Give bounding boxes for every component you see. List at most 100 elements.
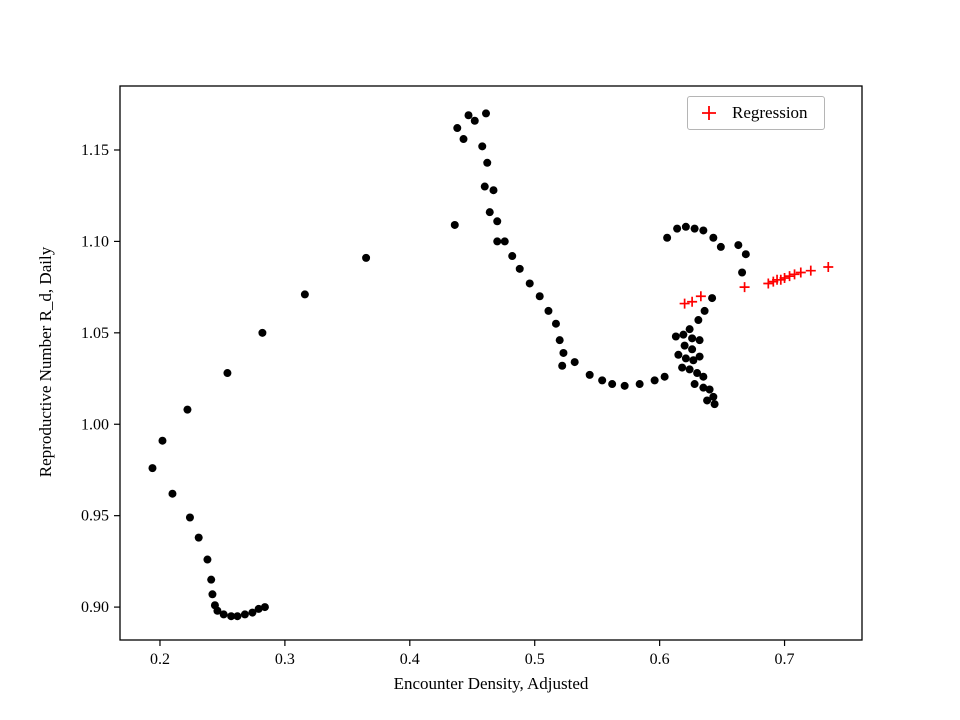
data-point bbox=[678, 363, 687, 372]
data-point bbox=[673, 224, 682, 233]
regression-point bbox=[784, 271, 795, 282]
x-tick-label: 0.5 bbox=[525, 651, 545, 668]
data-point bbox=[183, 405, 192, 414]
data-point bbox=[450, 220, 459, 229]
data-point bbox=[559, 348, 568, 357]
data-point bbox=[194, 533, 203, 542]
data-point bbox=[690, 380, 699, 389]
regression-point bbox=[789, 269, 800, 280]
data-point bbox=[709, 392, 718, 401]
data-point bbox=[699, 226, 708, 235]
x-tick-label: 0.2 bbox=[150, 651, 170, 668]
data-point bbox=[688, 345, 697, 354]
data-point bbox=[300, 290, 309, 299]
data-point bbox=[663, 233, 672, 242]
data-point bbox=[679, 330, 688, 339]
data-point bbox=[685, 365, 694, 374]
data-point bbox=[515, 264, 524, 273]
data-point bbox=[694, 316, 703, 325]
axes-frame bbox=[119, 85, 863, 641]
data-point bbox=[483, 158, 492, 167]
data-point bbox=[741, 250, 750, 259]
x-tick-label: 0.7 bbox=[775, 651, 795, 668]
y-tick-label: 1.15 bbox=[81, 142, 109, 159]
regression-point bbox=[679, 298, 690, 309]
data-point bbox=[716, 242, 725, 251]
y-tick-label: 0.90 bbox=[81, 599, 109, 616]
data-point bbox=[258, 328, 267, 337]
data-point bbox=[482, 109, 491, 118]
data-point bbox=[685, 325, 694, 334]
data-point bbox=[738, 268, 747, 277]
data-point bbox=[688, 334, 697, 343]
data-point bbox=[148, 464, 157, 473]
data-point bbox=[681, 354, 690, 363]
y-tick-label: 1.00 bbox=[81, 416, 109, 433]
data-point bbox=[699, 372, 708, 381]
data-point bbox=[693, 369, 702, 378]
data-point bbox=[464, 111, 473, 120]
data-point bbox=[208, 590, 217, 599]
data-point bbox=[489, 186, 498, 195]
data-point bbox=[362, 253, 371, 262]
data-point bbox=[635, 380, 644, 389]
data-point bbox=[708, 294, 717, 303]
data-point bbox=[485, 208, 494, 217]
y-tick-label: 1.05 bbox=[81, 325, 109, 342]
data-point bbox=[544, 306, 553, 315]
data-point bbox=[168, 489, 177, 498]
data-point bbox=[493, 217, 502, 226]
data-point bbox=[620, 381, 629, 390]
data-point bbox=[671, 332, 680, 341]
data-point bbox=[700, 306, 709, 315]
data-point bbox=[570, 358, 579, 367]
data-point bbox=[493, 237, 502, 246]
data-point bbox=[689, 356, 698, 365]
data-point bbox=[500, 237, 509, 246]
data-point bbox=[690, 224, 699, 233]
data-point bbox=[227, 612, 236, 621]
x-tick-label: 0.3 bbox=[275, 651, 295, 668]
data-point bbox=[650, 376, 659, 385]
data-point bbox=[254, 604, 263, 613]
data-point bbox=[695, 336, 704, 345]
y-tick-label: 1.10 bbox=[81, 233, 109, 250]
data-point bbox=[219, 610, 228, 619]
legend-entry-label: Regression bbox=[732, 103, 808, 122]
data-point bbox=[551, 319, 560, 328]
data-point bbox=[585, 370, 594, 379]
regression-point bbox=[739, 282, 750, 293]
data-point bbox=[598, 376, 607, 385]
data-point bbox=[535, 292, 544, 301]
data-point bbox=[674, 350, 683, 359]
regression-point bbox=[779, 272, 790, 283]
data-point bbox=[478, 142, 487, 151]
data-point bbox=[680, 341, 689, 350]
data-point bbox=[555, 336, 564, 345]
data-point bbox=[705, 385, 714, 394]
regression-point bbox=[805, 265, 816, 276]
data-point bbox=[260, 603, 269, 612]
data-point bbox=[470, 116, 479, 125]
data-point bbox=[233, 612, 242, 621]
x-axis-label: Encounter Density, Adjusted bbox=[393, 674, 589, 693]
data-point bbox=[699, 383, 708, 392]
data-point bbox=[248, 608, 257, 617]
data-point bbox=[695, 352, 704, 361]
data-point bbox=[558, 361, 567, 370]
data-point bbox=[158, 436, 167, 445]
regression-point bbox=[795, 267, 806, 278]
data-point bbox=[480, 182, 489, 191]
legend: Regression bbox=[687, 96, 825, 130]
regression-point bbox=[687, 296, 698, 307]
data-point bbox=[734, 241, 743, 250]
data-point bbox=[525, 279, 534, 288]
data-point bbox=[213, 606, 222, 615]
data-point bbox=[710, 400, 719, 409]
regression-plus-marker-icon bbox=[700, 104, 718, 122]
data-point bbox=[185, 513, 194, 522]
data-point bbox=[223, 369, 232, 378]
data-point bbox=[660, 372, 669, 381]
x-tick-label: 0.4 bbox=[400, 651, 420, 668]
